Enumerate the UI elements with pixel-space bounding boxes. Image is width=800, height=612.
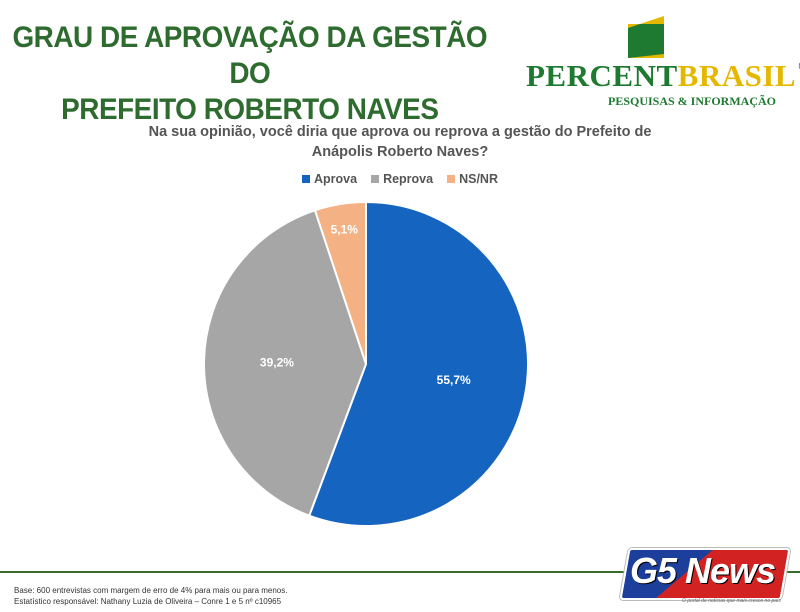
title-line-1: GRAU DE APROVAÇÃO DA GESTÃO DO [12,21,488,90]
g5news-tagline: O portal de notícias que mais cresce no … [682,598,781,604]
data-label-aprova: 55,7% [437,373,471,387]
registered-mark: ® [798,58,800,75]
survey-question: Na sua opinião, você diria que aprova ou… [60,122,740,162]
page-title: GRAU DE APROVAÇÃO DA GESTÃO DO PREFEITO … [8,20,492,128]
chart-legend: Aprova Reprova NS/NR [0,172,800,186]
flag-icon [628,16,664,58]
percent-brasil-logo: PERCENTBRASIL® PESQUISAS & INFORMAÇÃO [526,14,800,110]
legend-item-aprova: Aprova [301,172,358,186]
question-line-2: Anápolis Roberto Naves? [311,144,489,160]
logo-word-percent: PERCENT [526,58,678,93]
legend-swatch-reprova [371,175,380,183]
logo-subtitle: PESQUISAS & INFORMAÇÃO [607,94,776,108]
legend-swatch-aprova [301,175,310,183]
footnote: Base: 600 entrevistas com margem de erro… [14,585,287,607]
g5news-brand: G5 News [630,550,776,591]
question-line-1: Na sua opinião, você diria que aprova ou… [148,124,652,140]
logo-word-brasil: BRASIL [677,58,797,93]
g5news-watermark: G5 News O portal de notícias que mais cr… [619,548,794,606]
legend-item-reprova: Reprova [371,172,433,186]
footer-divider [0,571,800,573]
pie-slice-aprova [307,200,529,527]
title-line-2: PREFEITO ROBERTO NAVES [61,93,439,126]
legend-label-nsnr: NS/NR [459,172,498,186]
legend-item-nsnr: NS/NR [447,172,498,186]
logo-wordmark: PERCENTBRASIL® [526,58,800,94]
data-label-nsnr: 5,1% [331,223,359,237]
footnote-line-1: Base: 600 entrevistas com margem de erro… [14,586,288,595]
data-label-reprova: 39,2% [260,355,294,369]
legend-swatch-nsnr [447,175,456,183]
legend-label-aprova: Aprova [313,172,358,186]
legend-label-reprova: Reprova [383,172,434,186]
pie-chart: 55,7% 39,2% 5,1% [203,200,529,527]
pie-slice-nsnr [313,200,367,365]
footnote-line-2: Estatístico responsável: Nathany Luzia d… [14,597,282,606]
pie-slice-reprova [203,208,368,518]
